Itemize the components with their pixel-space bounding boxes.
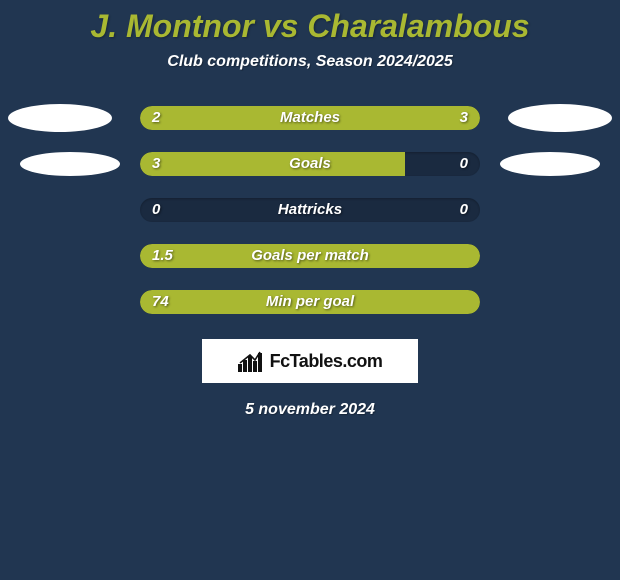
brand-badge[interactable]: FcTables.com <box>202 339 418 383</box>
stat-row: 74Min per goal <box>0 279 620 325</box>
subtitle: Club competitions, Season 2024/2025 <box>0 53 620 71</box>
stat-row: 2Matches3 <box>0 95 620 141</box>
comparison-widget: J. Montnor vs Charalambous Club competit… <box>0 0 620 580</box>
stat-rows: 2Matches33Goals00Hattricks01.5Goals per … <box>0 95 620 325</box>
stat-bar: 2Matches3 <box>140 106 480 130</box>
stat-value-right: 0 <box>460 152 468 176</box>
player-ellipse-left <box>20 152 120 176</box>
stat-label: Min per goal <box>140 290 480 314</box>
stat-label: Matches <box>140 106 480 130</box>
stat-bar: 0Hattricks0 <box>140 198 480 222</box>
player-ellipse-left <box>8 104 112 132</box>
page-title: J. Montnor vs Charalambous <box>0 0 620 45</box>
stat-label: Goals per match <box>140 244 480 268</box>
stat-label: Hattricks <box>140 198 480 222</box>
stat-value-right: 3 <box>460 106 468 130</box>
player-ellipse-right <box>500 152 600 176</box>
stat-value-right: 0 <box>460 198 468 222</box>
player-ellipse-right <box>508 104 612 132</box>
stat-row: 0Hattricks0 <box>0 187 620 233</box>
date-label: 5 november 2024 <box>0 401 620 419</box>
stat-bar: 74Min per goal <box>140 290 480 314</box>
brand-text: FcTables.com <box>270 351 383 372</box>
stat-bar: 3Goals0 <box>140 152 480 176</box>
stat-bar: 1.5Goals per match <box>140 244 480 268</box>
stat-row: 1.5Goals per match <box>0 233 620 279</box>
stat-label: Goals <box>140 152 480 176</box>
stat-row: 3Goals0 <box>0 141 620 187</box>
bars-icon <box>238 350 264 372</box>
